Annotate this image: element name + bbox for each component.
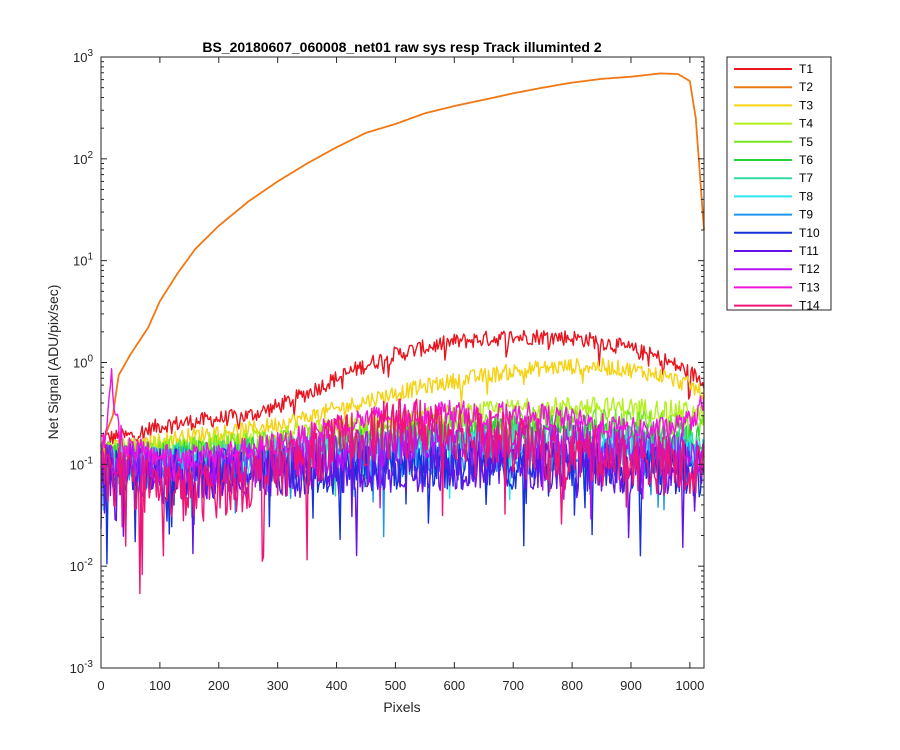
x-tick-label: 800 xyxy=(561,678,583,693)
y-tick-label: 102 xyxy=(73,150,93,167)
legend: T1 T2 T3 T4 T5 T6 T7 T8 T9 T10 T11 T12 T13 T14 xyxy=(726,56,832,313)
x-axis: 0 100 200 300 400 500 600 700 800 900 1000 xyxy=(97,57,704,693)
x-tick-label: 300 xyxy=(267,678,289,693)
series-line-t3 xyxy=(100,357,705,460)
series-line-t2 xyxy=(100,72,705,447)
plot-area xyxy=(100,56,705,669)
y-tick-label: 103 xyxy=(73,48,93,65)
legend-label: T4 xyxy=(799,117,813,131)
legend-box xyxy=(726,56,832,311)
series-line-t1 xyxy=(100,329,705,445)
legend-label: T3 xyxy=(799,98,813,112)
legend-label: T9 xyxy=(799,208,813,222)
x-tick-label: 0 xyxy=(97,678,104,693)
chart-title: BS_20180607_060008_net01 raw sys resp Tr… xyxy=(202,39,601,55)
y-tick-label: 10-2 xyxy=(70,557,94,574)
y-tick-label: 100 xyxy=(73,354,93,371)
x-tick-label: 700 xyxy=(502,678,524,693)
y-tick-label: 10-3 xyxy=(70,659,94,676)
legend-label: T8 xyxy=(799,189,813,203)
x-tick-label: 100 xyxy=(149,678,171,693)
series-line-t14 xyxy=(100,398,705,595)
legend-label: T11 xyxy=(799,244,819,258)
y-tick-label: 10-1 xyxy=(70,455,94,472)
legend-label: T6 xyxy=(799,153,813,167)
x-tick-label: 400 xyxy=(326,678,348,693)
legend-label: T10 xyxy=(799,226,820,240)
legend-items: T1 T2 T3 T4 T5 T6 T7 T8 T9 T10 T11 T12 T13 T14 xyxy=(734,62,820,313)
x-tick-label: 200 xyxy=(208,678,230,693)
y-axis-label: Net Signal (ADU/pix/sec) xyxy=(45,285,61,440)
x-tick-label: 500 xyxy=(385,678,407,693)
y-axis: 10-3 10-2 10-1 100 101 102 103 xyxy=(70,48,704,676)
y-tick-label: 101 xyxy=(73,252,93,269)
x-tick-label: 1000 xyxy=(675,678,704,693)
legend-label: T7 xyxy=(799,171,813,185)
legend-label: T2 xyxy=(799,80,813,94)
legend-label: T1 xyxy=(799,62,813,76)
x-axis-label: Pixels xyxy=(383,699,420,715)
plot-frame xyxy=(100,56,705,669)
legend-label: T12 xyxy=(799,262,820,276)
legend-label: T5 xyxy=(799,135,813,149)
x-tick-label: 600 xyxy=(443,678,465,693)
series-layer xyxy=(100,72,705,595)
legend-label: T14 xyxy=(799,299,820,313)
legend-label: T13 xyxy=(799,280,820,294)
x-tick-label: 900 xyxy=(620,678,642,693)
